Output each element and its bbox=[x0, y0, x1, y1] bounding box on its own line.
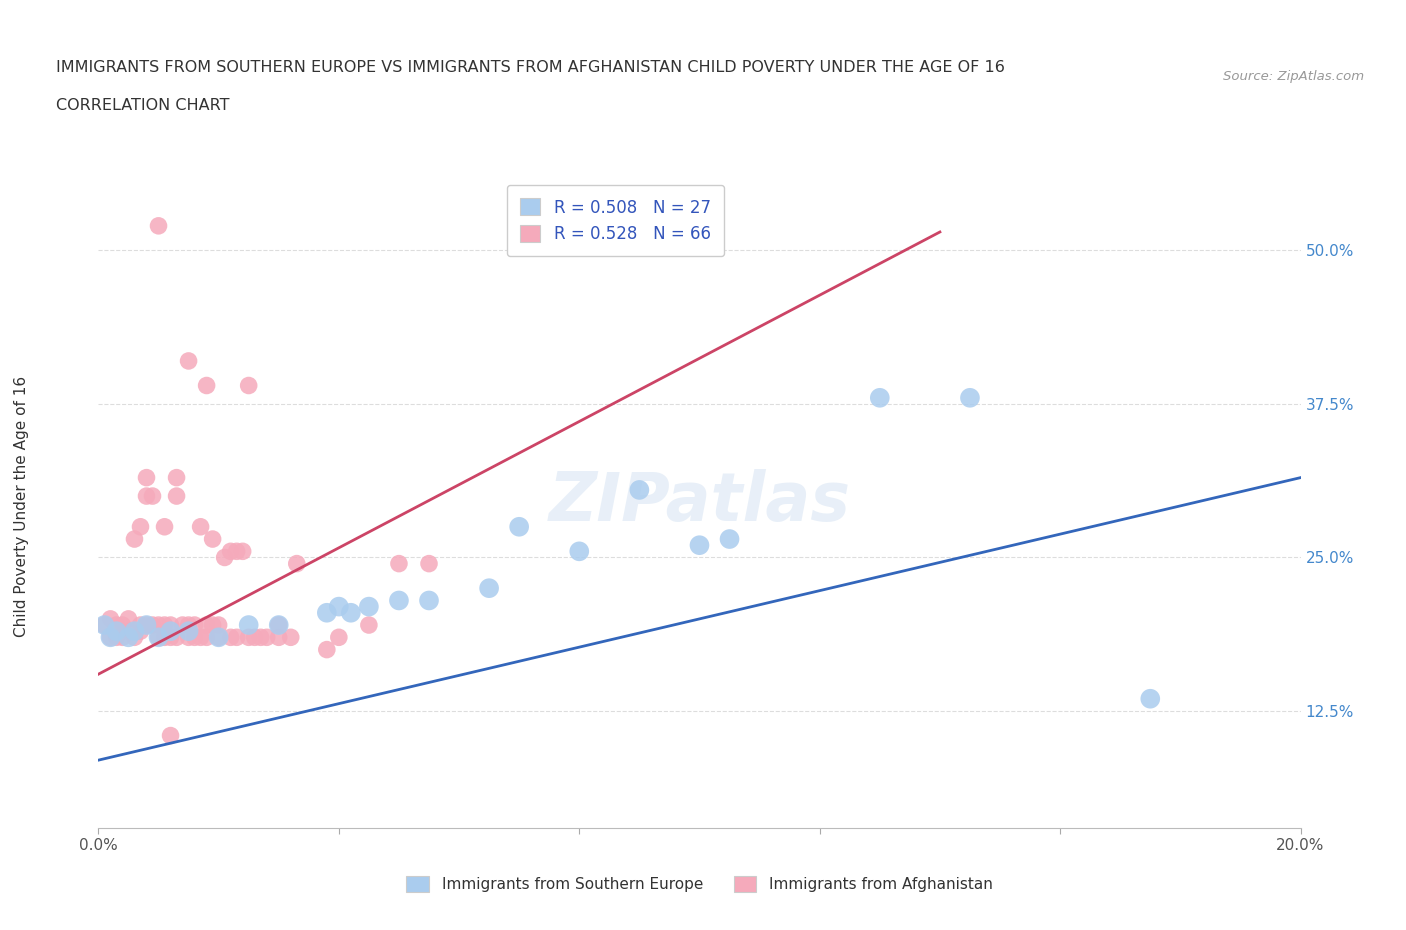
Point bbox=[100, 630, 122, 644]
Point bbox=[249, 630, 271, 644]
Point bbox=[129, 618, 152, 632]
Point bbox=[141, 618, 163, 632]
Point bbox=[124, 630, 146, 644]
Point bbox=[183, 630, 205, 644]
Point bbox=[159, 618, 181, 632]
Point bbox=[148, 219, 170, 233]
Point bbox=[148, 630, 170, 644]
Point bbox=[315, 605, 337, 620]
Point bbox=[869, 391, 891, 405]
Point bbox=[208, 618, 231, 632]
Point bbox=[153, 618, 176, 632]
Point bbox=[195, 630, 218, 644]
Point bbox=[1139, 691, 1161, 706]
Point bbox=[124, 624, 146, 639]
Point bbox=[388, 556, 411, 571]
Text: Child Poverty Under the Age of 16: Child Poverty Under the Age of 16 bbox=[14, 377, 28, 637]
Point bbox=[177, 353, 200, 368]
Point bbox=[166, 471, 188, 485]
Point bbox=[183, 618, 205, 632]
Point bbox=[166, 488, 188, 503]
Point bbox=[243, 630, 266, 644]
Point bbox=[280, 630, 302, 644]
Point bbox=[315, 642, 337, 657]
Point bbox=[135, 488, 157, 503]
Point bbox=[267, 618, 290, 632]
Point bbox=[141, 488, 163, 503]
Point bbox=[105, 624, 128, 639]
Point bbox=[153, 630, 176, 644]
Point bbox=[100, 611, 122, 626]
Point bbox=[153, 519, 176, 534]
Point bbox=[508, 519, 530, 534]
Point bbox=[214, 550, 236, 565]
Point bbox=[177, 630, 200, 644]
Point bbox=[129, 624, 152, 639]
Point bbox=[357, 599, 380, 614]
Point bbox=[117, 624, 139, 639]
Point bbox=[135, 618, 157, 632]
Point bbox=[190, 630, 212, 644]
Point bbox=[148, 618, 170, 632]
Point bbox=[117, 611, 139, 626]
Text: Source: ZipAtlas.com: Source: ZipAtlas.com bbox=[1223, 70, 1364, 83]
Point bbox=[135, 471, 157, 485]
Point bbox=[238, 618, 260, 632]
Point bbox=[166, 630, 188, 644]
Point bbox=[267, 618, 290, 632]
Point bbox=[208, 630, 231, 644]
Point bbox=[177, 624, 200, 639]
Point bbox=[256, 630, 278, 644]
Point bbox=[225, 630, 247, 644]
Point bbox=[195, 379, 218, 393]
Point bbox=[267, 630, 290, 644]
Point bbox=[718, 532, 741, 547]
Point bbox=[159, 624, 181, 639]
Point bbox=[225, 544, 247, 559]
Point bbox=[105, 618, 128, 632]
Point bbox=[159, 728, 181, 743]
Point bbox=[195, 618, 218, 632]
Point bbox=[238, 630, 260, 644]
Point bbox=[418, 593, 440, 608]
Point bbox=[568, 544, 591, 559]
Point bbox=[328, 630, 350, 644]
Point bbox=[689, 538, 711, 552]
Point bbox=[159, 630, 181, 644]
Point bbox=[100, 630, 122, 644]
Point bbox=[219, 544, 242, 559]
Point bbox=[117, 630, 139, 644]
Point bbox=[201, 618, 224, 632]
Point bbox=[340, 605, 363, 620]
Point bbox=[129, 519, 152, 534]
Point bbox=[177, 618, 200, 632]
Point bbox=[628, 483, 651, 498]
Text: CORRELATION CHART: CORRELATION CHART bbox=[56, 98, 229, 113]
Point bbox=[219, 630, 242, 644]
Point bbox=[478, 580, 501, 595]
Legend: Immigrants from Southern Europe, Immigrants from Afghanistan: Immigrants from Southern Europe, Immigra… bbox=[401, 870, 998, 898]
Point bbox=[190, 519, 212, 534]
Point bbox=[148, 630, 170, 644]
Point bbox=[328, 599, 350, 614]
Point bbox=[238, 379, 260, 393]
Text: IMMIGRANTS FROM SOUTHERN EUROPE VS IMMIGRANTS FROM AFGHANISTAN CHILD POVERTY UND: IMMIGRANTS FROM SOUTHERN EUROPE VS IMMIG… bbox=[56, 60, 1005, 75]
Point bbox=[388, 593, 411, 608]
Point bbox=[959, 391, 981, 405]
Point bbox=[208, 630, 231, 644]
Point bbox=[111, 618, 134, 632]
Text: ZIPatlas: ZIPatlas bbox=[548, 470, 851, 535]
Point bbox=[232, 544, 254, 559]
Point bbox=[124, 532, 146, 547]
Point bbox=[201, 532, 224, 547]
Point bbox=[93, 618, 115, 632]
Point bbox=[135, 618, 157, 632]
Point bbox=[285, 556, 308, 571]
Point bbox=[105, 630, 128, 644]
Point bbox=[111, 630, 134, 644]
Point bbox=[172, 618, 194, 632]
Point bbox=[357, 618, 380, 632]
Point bbox=[93, 618, 115, 632]
Point bbox=[418, 556, 440, 571]
